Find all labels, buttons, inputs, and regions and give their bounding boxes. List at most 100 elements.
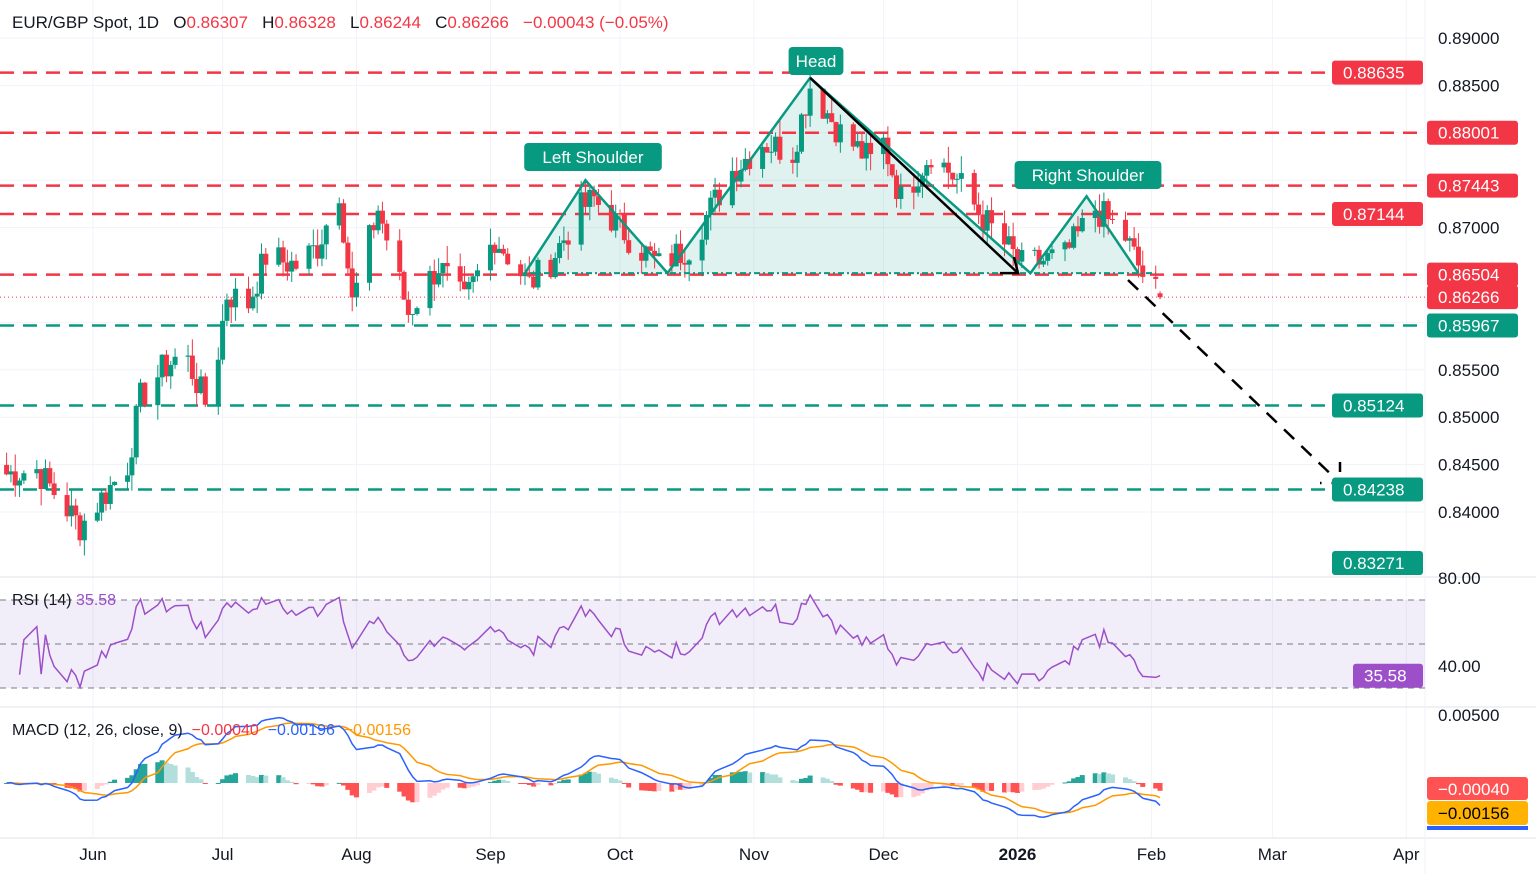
x-tick-label: Sep [475, 845, 505, 864]
open-value: 0.86307 [186, 13, 248, 32]
candle-body [289, 260, 295, 272]
candle-body [168, 364, 174, 377]
x-tick-label: Apr [1393, 845, 1420, 864]
macd-histogram-bar [457, 783, 463, 788]
macd-histogram-bar [1006, 783, 1012, 792]
macd-histogram-bar [250, 775, 256, 783]
candle-body [315, 245, 321, 259]
macd-signal-line [6, 722, 1161, 814]
candle-body [246, 288, 252, 309]
macd-histogram-bar [669, 783, 675, 792]
candle-body [708, 197, 714, 215]
macd-histogram-bar [656, 783, 662, 791]
macd-histogram-bar [747, 772, 753, 783]
head-label-bg [788, 47, 844, 75]
candle-body [1032, 249, 1038, 251]
candle-body [470, 276, 476, 283]
macd-label: MACD (12, 26, close, 9) [12, 722, 183, 739]
macd-histogram-bar [1066, 781, 1072, 783]
macd-histogram-bar [254, 777, 260, 783]
macd-histogram [4, 760, 1163, 803]
candle-body [349, 268, 355, 298]
macd-histogram-bar [958, 783, 964, 786]
macd-histogram-bar [557, 781, 563, 783]
candle-body [613, 213, 619, 231]
level-price-tag-bg [1332, 60, 1423, 85]
candle-body [189, 355, 195, 379]
macd-histogram-bar [578, 774, 584, 783]
candle-body [1105, 201, 1111, 220]
macd-histogram-bar [1127, 779, 1133, 783]
macd-histogram-bar [263, 775, 269, 783]
macd-histogram-bar [336, 782, 342, 784]
candle-body [868, 142, 874, 155]
macd-histogram-bar [522, 783, 528, 785]
macd-histogram-bar [833, 783, 839, 785]
macd-histogram-bar [561, 779, 567, 783]
macd-histogram-bar [738, 771, 744, 783]
macd-histogram-bar [1019, 783, 1025, 792]
candle-body [155, 377, 161, 406]
macd-histogram-bar [591, 771, 597, 783]
macd-histogram-bar [487, 781, 493, 783]
macd-legend: MACD (12, 26, close, 9) −0.00040 −0.0019… [12, 722, 411, 740]
candle-body [440, 262, 446, 274]
macd-histogram-bar [729, 772, 735, 783]
rsi-tick-label: 80.00 [1438, 569, 1481, 588]
candle-body [863, 142, 869, 159]
x-tick-label: 2026 [999, 845, 1037, 864]
candle-body [198, 376, 204, 394]
macd-histogram-bar [613, 779, 619, 783]
macd-histogram-bar [1062, 782, 1068, 784]
macd-histogram-bar [919, 783, 925, 794]
macd-histogram-bar [868, 783, 874, 793]
candle-body [820, 88, 826, 119]
macd-histogram-bar [708, 778, 714, 783]
right-shoulder-label: Right Shoulder [1032, 166, 1145, 185]
macd-histogram-bar [500, 779, 506, 783]
candle-body [673, 243, 679, 267]
candle-body [42, 468, 48, 490]
candle-body [254, 293, 260, 297]
candle-body [608, 204, 614, 231]
macd-histogram-bar [103, 783, 109, 785]
macd-histogram-bar [673, 783, 679, 790]
macd-histogram-bar [224, 775, 230, 783]
macd-histogram-bar [1135, 783, 1141, 785]
candle-body [163, 354, 169, 377]
macd-histogram-bar [462, 783, 468, 789]
rsi-value-tag-bg [1353, 663, 1423, 688]
candle-body [77, 515, 83, 541]
y-tick-label: 0.84500 [1438, 456, 1499, 475]
macd-histogram-bar [431, 783, 437, 796]
candle-body [224, 299, 230, 321]
macd-histogram-bar [794, 781, 800, 783]
candle-body [837, 124, 843, 143]
candle-body [647, 246, 653, 251]
macd-histogram-bar [444, 783, 450, 788]
macd-histogram-bar [855, 783, 861, 790]
macd-histogram-bar [4, 783, 10, 784]
candle-body [215, 359, 221, 405]
macd-histogram-bar [220, 779, 226, 783]
candle-body [747, 158, 753, 169]
extra-price-tag-bg [1332, 551, 1423, 575]
candle-body [371, 225, 377, 231]
candle-body [548, 259, 554, 278]
candle-body [258, 253, 264, 294]
grid-lines [0, 0, 1425, 838]
macd-histogram-bar [410, 783, 416, 803]
macd-line-value: −0.00196 [267, 722, 335, 739]
candle-body [941, 162, 947, 168]
candle-body [21, 473, 27, 481]
macd-histogram-bar [859, 783, 865, 793]
candle-body [133, 405, 139, 458]
macd-histogram-bar [518, 783, 524, 784]
macd-histogram-bar [686, 783, 692, 789]
candle-body [1049, 249, 1055, 254]
candle-body [457, 266, 463, 282]
candle-body [928, 165, 934, 168]
macd-histogram-bar [94, 783, 100, 790]
macd-histogram-bar [99, 783, 105, 786]
